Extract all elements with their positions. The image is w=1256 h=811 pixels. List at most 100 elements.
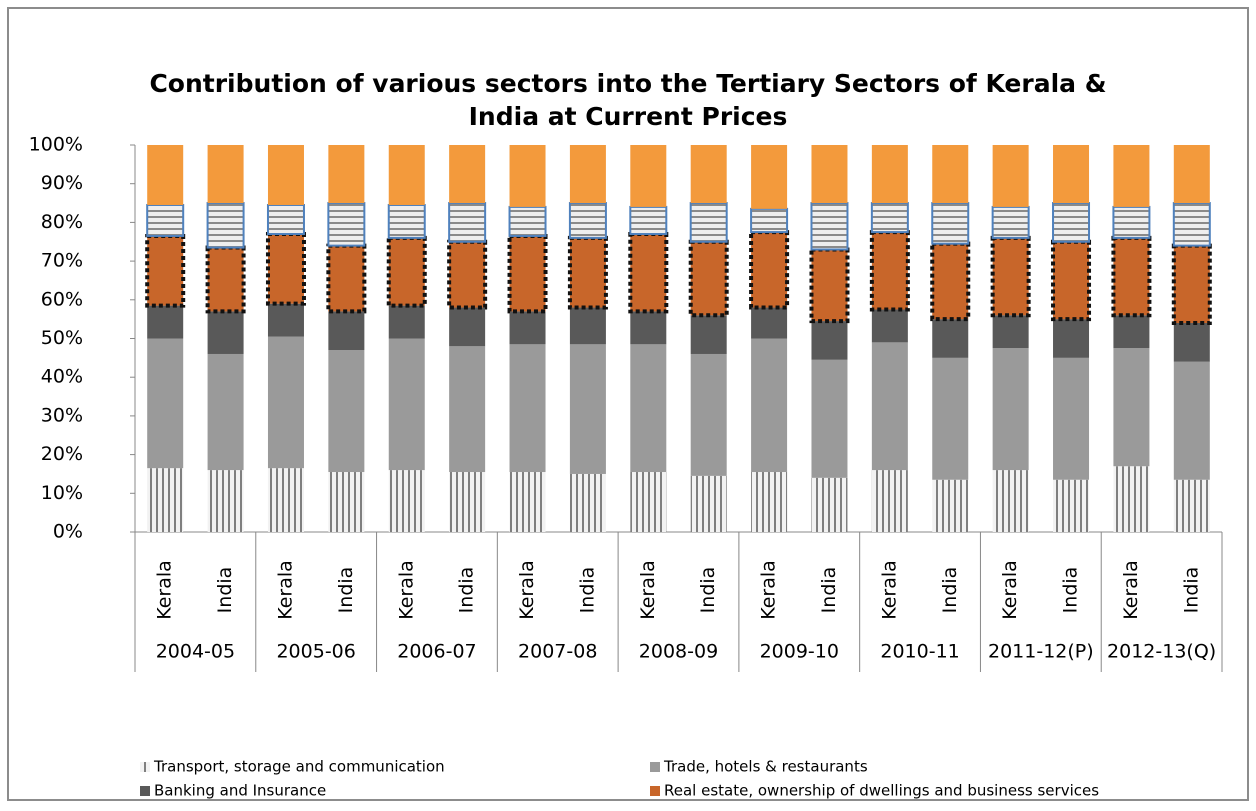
bar-segment bbox=[871, 309, 908, 343]
bar-segment bbox=[991, 205, 1030, 239]
bar-segment bbox=[931, 202, 970, 245]
bar-segment bbox=[328, 311, 365, 351]
bar-segment bbox=[386, 235, 427, 308]
bar-segment bbox=[207, 145, 244, 204]
bar-segment bbox=[811, 359, 848, 478]
bar-segment bbox=[629, 205, 668, 236]
bar-segment bbox=[1052, 202, 1091, 243]
x-tick-label: India bbox=[697, 567, 719, 614]
x-tick-label: Kerala bbox=[154, 560, 176, 620]
legend-swatch bbox=[650, 786, 660, 796]
bar-segment bbox=[690, 145, 727, 204]
bar-segment bbox=[266, 203, 305, 236]
bar-segment bbox=[990, 235, 1031, 318]
bar-segment bbox=[751, 338, 788, 473]
bar-segment bbox=[569, 307, 606, 345]
bar-segment bbox=[326, 243, 367, 314]
y-tick-label: 80% bbox=[41, 211, 83, 233]
x-tick-label: India bbox=[335, 567, 357, 614]
bar-segment bbox=[147, 145, 184, 205]
legend-swatch bbox=[650, 762, 660, 772]
group-label: 2006-07 bbox=[397, 641, 476, 663]
bar-segment bbox=[688, 239, 729, 318]
x-tick-label: Kerala bbox=[516, 560, 538, 620]
legend-swatch bbox=[140, 762, 150, 772]
x-tick-label: India bbox=[214, 567, 236, 614]
bar-segment bbox=[1173, 479, 1210, 532]
bar-segment bbox=[992, 470, 1029, 532]
x-tick-label: Kerala bbox=[637, 560, 659, 620]
x-tick-label: Kerala bbox=[758, 560, 780, 620]
bar-segment bbox=[146, 203, 185, 237]
bar-segment bbox=[507, 233, 548, 314]
bar-segment bbox=[749, 230, 790, 310]
legend-label: Transport, storage and communication bbox=[153, 758, 445, 776]
bar-segment bbox=[328, 472, 365, 532]
bar-segment bbox=[932, 145, 969, 204]
bar-segment bbox=[569, 344, 606, 474]
x-tick-label: Kerala bbox=[395, 560, 417, 620]
bar-segment bbox=[809, 247, 850, 324]
x-tick-label: India bbox=[818, 567, 840, 614]
bar-segment bbox=[267, 468, 304, 532]
bar-segment bbox=[449, 307, 486, 347]
x-tick-label: India bbox=[456, 567, 478, 614]
bar-segment bbox=[869, 230, 910, 312]
bar-segment bbox=[569, 473, 606, 532]
bar-segment bbox=[751, 472, 788, 532]
bar-segment bbox=[327, 202, 366, 247]
legend-label: Trade, hotels & restaurants bbox=[663, 758, 868, 776]
bar-segment bbox=[630, 311, 667, 345]
bar-segment bbox=[690, 353, 727, 476]
bar-segment bbox=[207, 353, 244, 471]
y-tick-label: 40% bbox=[41, 366, 83, 388]
bar-segment bbox=[147, 468, 184, 532]
bar-segment bbox=[147, 338, 184, 469]
group-label: 2011-12(P) bbox=[988, 641, 1094, 663]
bar-segment bbox=[870, 202, 909, 234]
bar-segment bbox=[932, 357, 969, 480]
bar-segment bbox=[569, 145, 606, 204]
bar-segment bbox=[932, 319, 969, 358]
bar-segment bbox=[1053, 479, 1090, 532]
y-tick-label: 60% bbox=[41, 288, 83, 310]
bar-segment bbox=[630, 472, 667, 532]
group-label: 2012-13(Q) bbox=[1107, 641, 1216, 663]
group-label: 2010-11 bbox=[880, 641, 959, 663]
y-tick-label: 10% bbox=[41, 482, 83, 504]
y-tick-label: 20% bbox=[41, 443, 83, 465]
bar-segment bbox=[449, 472, 486, 532]
bar-segment bbox=[567, 235, 608, 310]
y-tick-label: 30% bbox=[41, 404, 83, 426]
bar-segment bbox=[448, 202, 487, 243]
bar-segment bbox=[265, 232, 306, 306]
bar-segment bbox=[207, 311, 244, 354]
bar-segment bbox=[811, 145, 848, 204]
bar-segment bbox=[508, 205, 547, 237]
bar-segment bbox=[509, 145, 546, 207]
bar-segment bbox=[447, 239, 488, 310]
bar-segment bbox=[568, 202, 607, 239]
bar-segment bbox=[690, 315, 727, 354]
x-tick-label: India bbox=[939, 567, 961, 614]
bar-segment bbox=[1173, 361, 1210, 480]
bar-segment bbox=[810, 202, 849, 251]
legend-label: Real estate, ownership of dwellings and … bbox=[664, 782, 1099, 800]
bar-segment bbox=[1112, 205, 1151, 239]
bar-segment bbox=[1053, 319, 1090, 358]
bar-segment bbox=[328, 145, 365, 204]
bar-segment bbox=[871, 145, 908, 204]
bar-segment bbox=[1053, 357, 1090, 480]
bar-segment bbox=[388, 470, 425, 532]
bar-segment bbox=[147, 305, 184, 339]
bar-segment bbox=[1113, 315, 1150, 349]
bar-segment bbox=[1173, 145, 1210, 204]
bar-segment bbox=[1051, 239, 1092, 322]
x-tick-label: Kerala bbox=[274, 560, 296, 620]
bar-segment bbox=[207, 470, 244, 532]
bar-segment bbox=[267, 336, 304, 469]
bar-segment bbox=[1113, 466, 1150, 532]
x-tick-label: Kerala bbox=[878, 560, 900, 620]
bar-segment bbox=[871, 470, 908, 532]
